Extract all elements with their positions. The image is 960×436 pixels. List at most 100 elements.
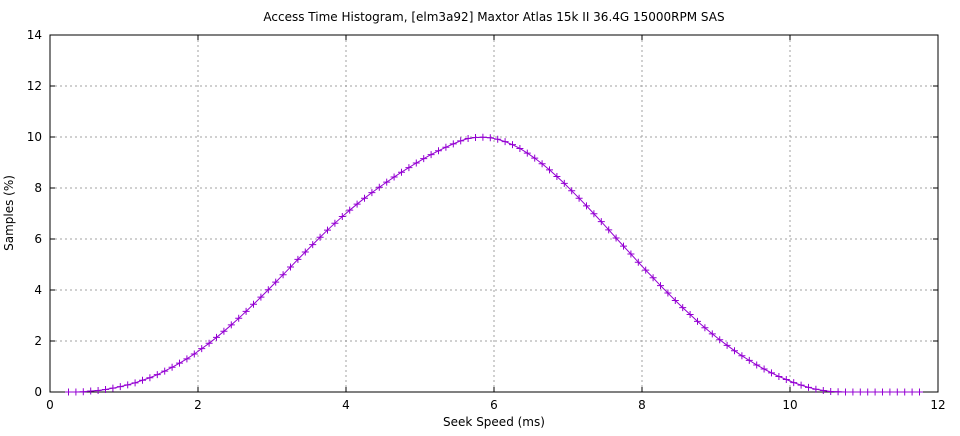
data-point xyxy=(679,304,687,312)
data-point xyxy=(723,341,731,349)
data-point xyxy=(516,144,524,152)
data-point xyxy=(849,388,857,396)
data-point xyxy=(449,140,457,148)
x-axis-label: Seek Speed (ms) xyxy=(443,415,545,429)
data-point xyxy=(916,388,923,396)
data-point xyxy=(279,271,287,279)
data-point xyxy=(760,365,768,373)
data-point xyxy=(879,388,886,396)
data-point xyxy=(116,383,124,391)
data-point xyxy=(657,282,664,290)
data-point xyxy=(264,286,272,294)
data-point xyxy=(775,372,783,380)
data-point xyxy=(353,200,361,208)
data-point xyxy=(893,388,901,396)
data-point xyxy=(886,388,894,396)
data-point xyxy=(612,234,620,242)
data-point xyxy=(790,379,798,387)
data-point xyxy=(568,187,576,195)
data-point xyxy=(805,383,812,391)
data-point xyxy=(205,339,213,347)
y-tick-label: 2 xyxy=(34,334,42,348)
x-tick-label: 4 xyxy=(342,398,350,412)
data-point xyxy=(509,141,516,149)
data-point xyxy=(146,374,154,382)
data-point xyxy=(250,300,257,308)
data-point xyxy=(575,194,583,202)
data-point xyxy=(597,218,605,226)
data-point xyxy=(908,388,916,396)
data-point xyxy=(368,189,376,197)
data-point xyxy=(538,160,546,168)
data-point xyxy=(716,336,724,344)
y-tick-label: 14 xyxy=(27,28,42,42)
data-point xyxy=(361,194,368,202)
data-point xyxy=(812,385,820,393)
y-tick-label: 10 xyxy=(27,130,42,144)
data-point xyxy=(183,355,191,363)
data-point xyxy=(153,371,161,379)
data-point xyxy=(227,321,235,329)
data-point xyxy=(168,363,176,371)
data-point xyxy=(472,134,479,142)
data-point xyxy=(94,386,102,394)
data-point xyxy=(842,388,849,396)
data-point xyxy=(235,314,243,322)
series-layer xyxy=(65,133,923,396)
data-point xyxy=(738,352,746,360)
data-point xyxy=(864,388,872,396)
data-point xyxy=(109,384,117,392)
data-point xyxy=(479,133,487,141)
data-point xyxy=(782,376,790,384)
data-point xyxy=(590,210,598,218)
data-point xyxy=(72,388,80,396)
plot-frame xyxy=(49,34,939,393)
data-point xyxy=(390,173,398,181)
data-point xyxy=(701,324,709,332)
data-point xyxy=(686,310,694,318)
data-point xyxy=(79,388,87,396)
data-point xyxy=(560,179,568,187)
x-tick-label: 6 xyxy=(490,398,498,412)
data-point xyxy=(797,381,805,389)
data-point xyxy=(213,333,220,341)
data-point xyxy=(383,178,391,186)
data-point xyxy=(161,367,169,375)
data-point xyxy=(220,327,228,335)
data-point xyxy=(457,137,465,145)
data-point xyxy=(242,307,250,315)
data-point xyxy=(642,266,650,274)
x-tick-label: 8 xyxy=(638,398,646,412)
data-point xyxy=(405,164,413,172)
data-point xyxy=(398,168,405,176)
data-point xyxy=(287,263,294,271)
data-point xyxy=(546,166,553,174)
data-point xyxy=(871,388,879,396)
data-point xyxy=(294,255,302,263)
data-point xyxy=(834,388,842,396)
series-line xyxy=(68,136,920,393)
data-point xyxy=(65,388,72,396)
x-tick-label: 10 xyxy=(782,398,797,412)
data-point xyxy=(731,347,738,355)
data-point xyxy=(198,345,206,353)
data-point xyxy=(745,356,753,364)
data-point xyxy=(309,241,317,249)
x-tick-label: 2 xyxy=(194,398,202,412)
data-point xyxy=(671,296,679,304)
data-point xyxy=(583,202,590,210)
data-point xyxy=(124,381,132,389)
data-point xyxy=(139,376,146,384)
data-point xyxy=(708,330,716,338)
data-point xyxy=(338,213,346,221)
data-point xyxy=(768,369,775,377)
data-point xyxy=(553,173,561,181)
data-point xyxy=(753,361,761,369)
data-point xyxy=(87,387,95,395)
data-point xyxy=(272,278,280,286)
data-point xyxy=(102,385,109,393)
data-point xyxy=(494,135,502,143)
x-tick-label: 12 xyxy=(930,398,945,412)
